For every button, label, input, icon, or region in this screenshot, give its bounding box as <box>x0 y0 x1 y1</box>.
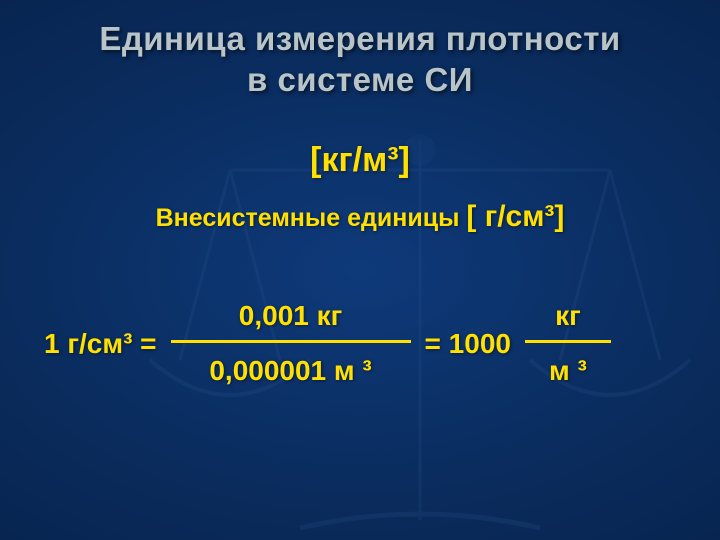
equation-mid-label: = 1000 <box>425 328 511 360</box>
fraction-2-vinculum <box>525 340 611 343</box>
non-si-label: Внесистемные единицы <box>156 204 467 232</box>
title-line-2: в системе СИ <box>247 61 473 98</box>
title-line-1: Единица измерения плотности <box>99 20 620 57</box>
non-si-line: Внесистемные единицы [ г/см³] <box>34 200 686 234</box>
conversion-equation: 1 г/см³ = 0,001 кг 0,000001 м ³ = 1000 к… <box>44 294 686 395</box>
fraction-2-numerator: кг <box>525 294 611 339</box>
fraction-1: 0,001 кг 0,000001 м ³ <box>171 294 411 395</box>
fraction-2-denominator: м ³ <box>525 349 611 394</box>
fraction-2: кг м ³ <box>525 294 611 395</box>
fraction-1-vinculum <box>171 340 411 343</box>
fraction-1-numerator: 0,001 кг <box>171 294 411 339</box>
equation-left-label: 1 г/см³ = <box>44 328 157 360</box>
fraction-1-denominator: 0,000001 м ³ <box>171 349 411 394</box>
si-unit-display: [кг/м³] <box>34 141 686 180</box>
non-si-unit: [ г/см³] <box>466 200 564 233</box>
slide-title: Единица измерения плотности в системе СИ <box>34 18 686 101</box>
slide-content: Единица измерения плотности в системе СИ… <box>0 0 720 540</box>
